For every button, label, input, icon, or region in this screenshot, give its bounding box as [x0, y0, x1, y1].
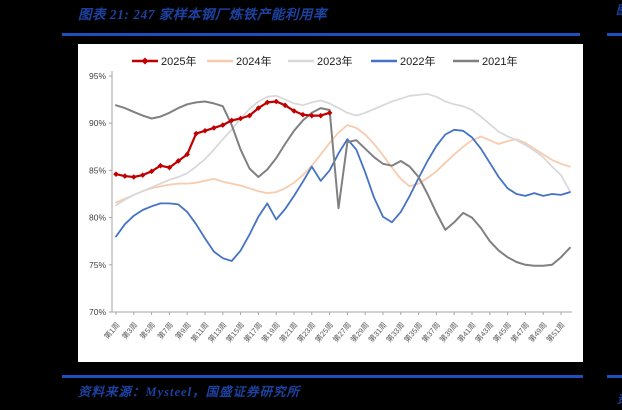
x-axis-tick-label: 第7周: [155, 320, 175, 341]
y-axis-tick-label: 85%: [89, 165, 106, 175]
legend-diamond-marker: [141, 57, 149, 65]
x-axis-tick-label: 第49周: [526, 320, 549, 344]
figure-source: 资料来源：Mysteel，国盛证券研究所: [78, 385, 301, 399]
y-axis-tick-label: 80%: [89, 213, 106, 223]
source-rule: [62, 375, 583, 378]
x-axis-tick-label: 第37周: [419, 320, 442, 344]
x-axis-tick-label: 第3周: [119, 320, 139, 341]
title-underline-rule: [62, 33, 580, 36]
series-line-2022年: [115, 128, 571, 262]
x-axis-tick-label: 第51周: [544, 320, 567, 344]
capacity-utilization-line-chart: 95%90%85%80%75%70%第1周第3周第5周第7周第9周第11周第13…: [89, 54, 572, 344]
x-axis-tick-label: 第29周: [348, 320, 371, 344]
x-axis-tick-label: 第1周: [102, 320, 122, 341]
x-axis-tick-label: 第47周: [508, 320, 531, 344]
y-axis-tick-label: 70%: [89, 307, 106, 317]
x-axis-tick-label: 第41周: [455, 320, 478, 344]
x-axis-tick-label: 第45周: [490, 320, 513, 344]
y-axis-tick-label: 75%: [89, 260, 106, 270]
x-axis-tick-label: 第35周: [401, 320, 424, 344]
legend-label: 2022年: [400, 54, 435, 68]
next-figure-source-rule: [607, 375, 622, 378]
y-axis-tick-label: 90%: [89, 118, 106, 128]
figure-title: 图表 21: 247 家样本钢厂炼铁产能利用率: [78, 7, 327, 22]
series-line-2021年: [115, 100, 571, 267]
legend-label: 2021年: [482, 54, 517, 68]
legend-label: 2025年: [161, 54, 196, 68]
y-axis-tick-label: 95%: [89, 71, 106, 81]
x-axis-tick-label: 第39周: [437, 320, 460, 344]
next-figure-title-underline-rule: [607, 33, 622, 36]
next-figure-title-fragment: 图: [616, 1, 622, 18]
x-axis-tick-label: 第19周: [259, 320, 282, 344]
x-axis-tick-label: 第23周: [295, 320, 318, 344]
x-axis-tick-label: 第25周: [312, 320, 335, 344]
next-figure-source-fragment: 资: [617, 391, 622, 407]
x-axis-tick-label: 第21周: [277, 320, 300, 344]
legend-label: 2023年: [317, 54, 352, 68]
x-axis-tick-label: 第33周: [384, 320, 407, 344]
x-axis-tick-label: 第5周: [137, 320, 157, 341]
x-axis-tick-label: 第13周: [206, 320, 229, 344]
series-line-2023年: [115, 93, 571, 207]
x-axis-tick-label: 第27周: [330, 320, 353, 344]
x-axis-tick-label: 第43周: [473, 320, 496, 344]
x-axis-tick-label: 第15周: [223, 320, 246, 344]
legend: 2025年 2024年 2023年 2022年 2021年: [132, 54, 517, 68]
legend-label: 2024年: [236, 54, 271, 68]
x-axis-tick-label: 第31周: [366, 320, 389, 344]
x-axis-tick-label: 第17周: [241, 320, 264, 344]
chart-card: 95% 90% 85% 80% 75% 70% 第1周 第3周 第5周 第7周 第9周 第11周 第13…: [78, 44, 583, 362]
series-line-2024年: [115, 124, 571, 204]
